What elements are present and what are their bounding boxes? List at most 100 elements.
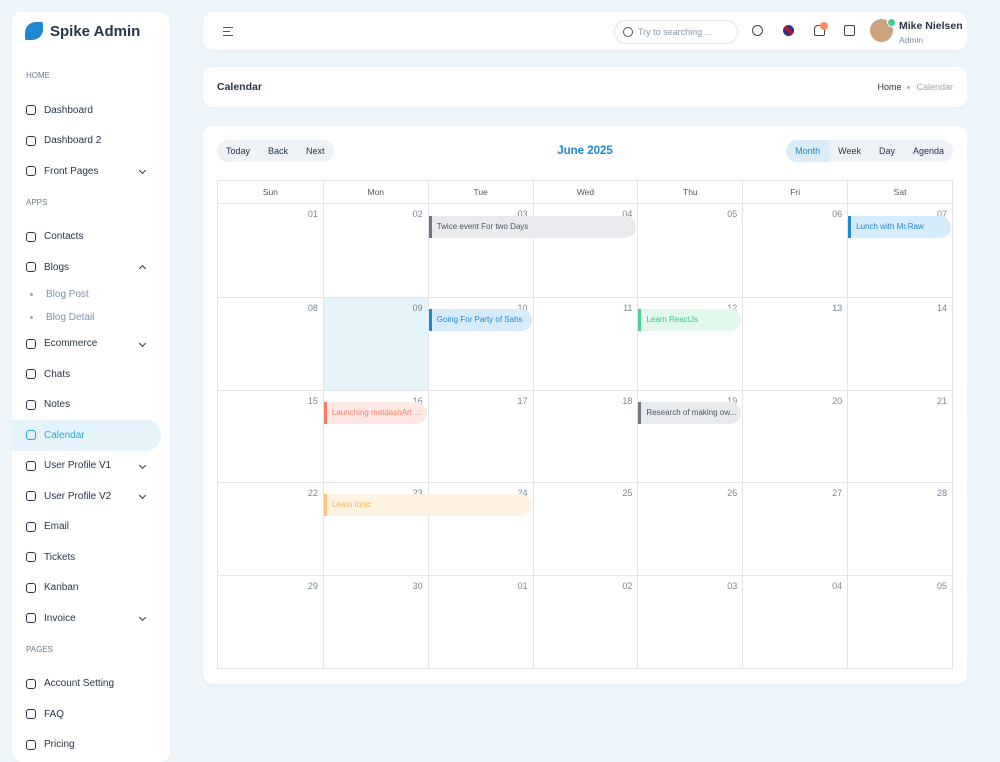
nav-icon <box>26 552 36 563</box>
day-cell[interactable]: 14 <box>847 296 952 390</box>
day-cell[interactable]: 03 <box>637 575 743 668</box>
nav-item[interactable]: Notes <box>12 390 161 421</box>
bullet <box>30 292 33 296</box>
day-cell[interactable]: 04 <box>532 204 638 297</box>
nav-item[interactable]: Tickets <box>12 542 161 573</box>
view-buttons: Month Week Day Agenda <box>786 140 953 162</box>
view-button[interactable]: Agenda <box>912 146 944 156</box>
chevron[interactable] <box>138 166 147 175</box>
nav-item[interactable]: Calendar <box>12 420 161 451</box>
nav-item[interactable]: Kanban <box>12 573 161 604</box>
day-cell[interactable]: 27 <box>742 482 848 576</box>
day-cell[interactable]: 22 <box>218 482 323 575</box>
chevron[interactable] <box>138 264 147 273</box>
calendar-event[interactable]: Lunch with Mr.Raw <box>848 216 951 238</box>
day-cell[interactable]: 17 <box>427 389 533 483</box>
day-cell[interactable]: 16 <box>322 389 428 483</box>
day-cell[interactable]: 20 <box>742 389 848 483</box>
calendar-event[interactable]: Going For Party of Sahs <box>428 308 532 331</box>
chevron[interactable] <box>138 613 147 622</box>
calendar-event[interactable]: Launching matdashArt ... <box>323 401 427 424</box>
day-cell[interactable]: 07 <box>847 204 952 297</box>
search-box[interactable]: Try to searching ... <box>614 20 738 44</box>
nav-item[interactable]: Pricing <box>12 730 161 761</box>
day-cell[interactable]: 26 <box>637 482 743 576</box>
nav-item[interactable]: Chats <box>12 359 161 390</box>
day-cell[interactable]: 10 <box>427 296 533 390</box>
view-button[interactable]: Day <box>878 146 895 156</box>
calendar-event[interactable]: Learn Ionic <box>323 494 532 517</box>
day-cell[interactable]: 02 <box>322 204 428 297</box>
day-cell[interactable]: 23 <box>322 482 428 576</box>
day-cell[interactable]: 08 <box>218 296 323 390</box>
brand[interactable]: Spike Admin <box>25 22 140 40</box>
nav-subitem[interactable]: Blog Detail <box>12 306 170 329</box>
nav-subitem[interactable]: Blog Post <box>12 283 170 306</box>
nav-icon <box>26 135 36 146</box>
language-flag[interactable] <box>783 25 794 36</box>
nav-item[interactable]: Contacts <box>12 222 161 253</box>
day-number: 01 <box>517 581 528 592</box>
calendar-event[interactable]: Research of making ow... <box>638 401 742 424</box>
nav-item[interactable]: FAQ <box>12 699 161 730</box>
day-cell[interactable]: 04 <box>742 575 848 668</box>
day-cell[interactable]: 12 <box>637 296 743 390</box>
weekday-header: Sat <box>847 181 952 204</box>
day-cell[interactable]: 06 <box>742 204 847 297</box>
nav-button[interactable]: Today <box>226 146 251 156</box>
nav-item[interactable]: Dashboard 2 <box>12 126 161 157</box>
day-number: 15 <box>307 395 318 406</box>
view-button[interactable]: Month <box>786 140 830 162</box>
nav-item[interactable]: Invoice <box>12 603 161 634</box>
calendar-event[interactable]: Twice event For two Days <box>428 216 637 238</box>
day-number: 22 <box>307 488 318 499</box>
chevron[interactable] <box>138 491 147 500</box>
nav-label: Account Setting <box>44 678 115 690</box>
brand-logo <box>25 22 43 40</box>
day-cell[interactable]: 15 <box>218 389 323 483</box>
nav-label: Dashboard 2 <box>44 135 102 147</box>
day-cell[interactable]: 01 <box>427 575 533 668</box>
day-number: 04 <box>832 581 843 592</box>
nav-button[interactable]: Next <box>306 146 325 156</box>
day-cell[interactable]: 11 <box>532 296 638 390</box>
view-button[interactable]: Week <box>838 146 861 156</box>
day-cell[interactable]: 09 <box>322 296 428 390</box>
nav-item[interactable]: Blogs <box>12 252 161 283</box>
breadcrumb-link[interactable]: Home <box>877 82 902 92</box>
day-cell[interactable]: 24 <box>427 482 533 576</box>
nav-button[interactable]: Back <box>268 146 289 156</box>
nav-item[interactable]: Account Setting <box>12 669 161 700</box>
day-cell[interactable]: 30 <box>322 575 428 668</box>
day-cell[interactable]: 29 <box>218 575 323 668</box>
day-cell[interactable]: 21 <box>847 389 952 483</box>
calendar-event[interactable]: Learn ReactJs <box>638 308 742 331</box>
apps-menu[interactable] <box>844 25 855 36</box>
nav-item[interactable]: Dashboard <box>12 95 161 126</box>
nav-item[interactable]: Ecommerce <box>12 329 161 360</box>
day-cell[interactable]: 02 <box>532 575 638 668</box>
nav-label: User Profile V1 <box>44 460 112 472</box>
day-cell[interactable]: 13 <box>742 296 848 390</box>
day-cell[interactable]: 18 <box>532 389 638 483</box>
nav-menu: HOME Dashboard Dashboard 2 Front Pages APPS C… <box>12 68 170 760</box>
chevron[interactable] <box>138 339 147 347</box>
chevron[interactable] <box>138 461 147 469</box>
theme-toggle[interactable] <box>752 25 763 36</box>
day-cell[interactable]: 05 <box>847 575 952 668</box>
menu-toggle[interactable] <box>223 27 233 36</box>
nav-item[interactable]: Front Pages <box>12 156 161 187</box>
day-number: 27 <box>832 488 843 499</box>
nav-item[interactable]: User Profile V2 <box>12 481 161 512</box>
nav-item[interactable]: User Profile V1 <box>12 451 161 482</box>
day-cell[interactable]: 01 <box>218 204 323 297</box>
day-cell[interactable]: 05 <box>637 204 742 297</box>
notifications[interactable] <box>814 25 825 36</box>
day-cell[interactable]: 19 <box>637 389 743 483</box>
day-cell[interactable]: 28 <box>847 482 952 576</box>
user-name[interactable]: Mike Nielsen <box>899 20 963 32</box>
day-cell[interactable]: 25 <box>532 482 638 576</box>
day-cell[interactable]: 03 <box>427 204 533 297</box>
breadcrumb-current: Calendar <box>916 82 953 92</box>
nav-item[interactable]: Email <box>12 512 161 543</box>
